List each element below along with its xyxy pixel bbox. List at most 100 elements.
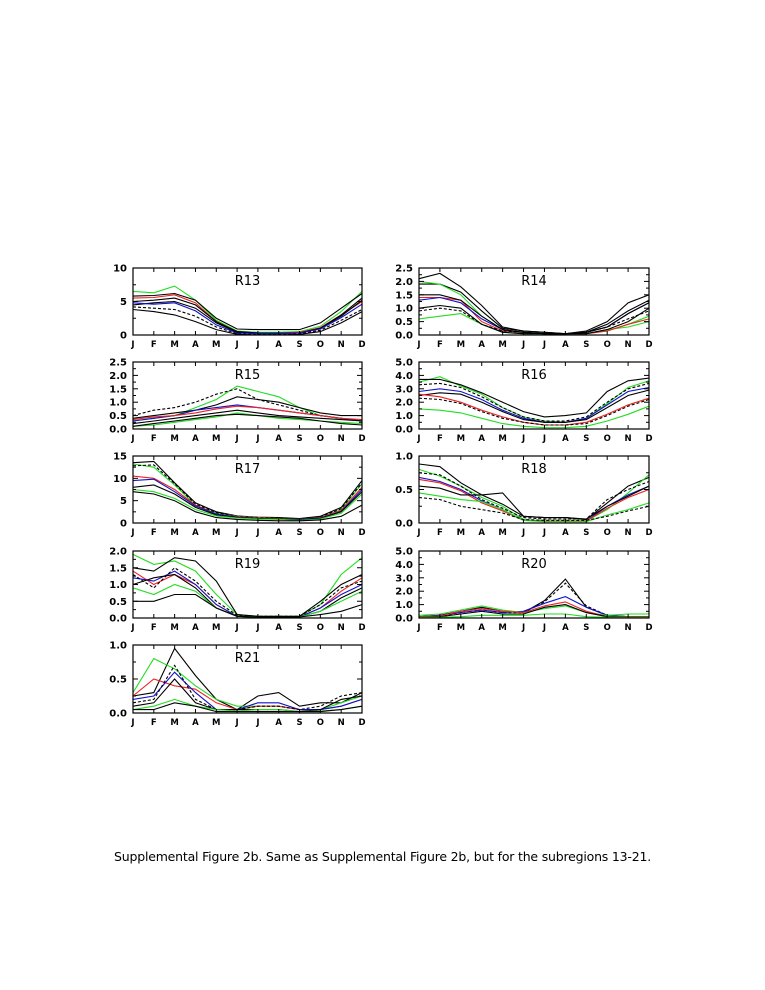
- panel-title: R19: [235, 557, 261, 572]
- y-tick-label: 10: [113, 474, 127, 485]
- x-tick-label: D: [645, 434, 652, 444]
- panel-title: R14: [521, 274, 547, 289]
- x-tick-label: A: [275, 623, 282, 633]
- x-tick-label: N: [625, 340, 632, 350]
- x-tick-label: S: [583, 528, 589, 538]
- y-tick-label: 1.0: [395, 411, 413, 422]
- x-tick-label: N: [625, 434, 632, 444]
- series-line-6: [132, 409, 363, 425]
- x-tick-label: S: [583, 623, 589, 633]
- series-line-7: [418, 492, 650, 523]
- series-line-8: [418, 496, 650, 521]
- x-tick-label: O: [317, 623, 324, 633]
- x-tick-label: J: [255, 623, 259, 633]
- panel-r13: 0 5 10 J F M A M J J A S O N D R13: [113, 264, 365, 351]
- panel-r21: 0.0 0.5 1.0 J F M A M J J A S O N D R21: [109, 641, 365, 729]
- x-tick-label: M: [457, 623, 465, 633]
- x-tick-label: J: [416, 434, 420, 444]
- x-tick-label: D: [358, 718, 365, 728]
- x-tick-label: O: [317, 718, 324, 728]
- x-tick-label: A: [478, 340, 485, 350]
- y-tick-label: 0.5: [109, 411, 127, 422]
- series-line-7: [132, 488, 363, 521]
- x-tick-label: A: [192, 340, 199, 350]
- series-line-5: [132, 567, 363, 617]
- series-line-8: [132, 302, 363, 335]
- x-tick-label: S: [583, 340, 589, 350]
- x-tick-label: J: [130, 623, 134, 633]
- x-tick-label: F: [151, 623, 157, 633]
- x-tick-label: S: [296, 528, 302, 538]
- x-tick-label: A: [192, 718, 199, 728]
- series-line-5: [132, 405, 363, 421]
- x-tick-label: D: [358, 434, 365, 444]
- x-tick-label: A: [275, 434, 282, 444]
- x-tick-label: J: [255, 718, 259, 728]
- x-tick-label: M: [170, 528, 178, 538]
- x-tick-label: M: [170, 434, 178, 444]
- y-tick-label: 1.0: [109, 398, 127, 409]
- y-tick-label: 0.5: [109, 597, 127, 608]
- x-tick-label: F: [151, 434, 157, 444]
- x-tick-label: J: [416, 340, 420, 350]
- y-tick-label: 3.0: [395, 384, 413, 395]
- x-tick-label: F: [437, 434, 443, 444]
- x-tick-label: J: [542, 528, 546, 538]
- panel-title: R18: [521, 462, 547, 477]
- y-tick-label: 2.0: [109, 371, 127, 382]
- y-tick-label: 1.0: [395, 452, 413, 463]
- y-tick-label: 2.0: [109, 547, 127, 558]
- x-tick-label: M: [457, 340, 465, 350]
- y-tick-label: 0: [120, 519, 127, 530]
- y-tick-label: 2.5: [395, 264, 413, 275]
- x-tick-label: M: [498, 528, 506, 538]
- x-tick-label: J: [416, 528, 420, 538]
- series-line-1: [132, 285, 363, 333]
- x-tick-label: S: [296, 340, 302, 350]
- x-tick-label: M: [170, 718, 178, 728]
- x-tick-label: N: [338, 434, 345, 444]
- x-tick-label: O: [317, 434, 324, 444]
- panel-title: R21: [235, 651, 261, 666]
- x-tick-label: A: [192, 528, 199, 538]
- x-tick-label: N: [338, 528, 345, 538]
- series-line-1: [132, 647, 363, 711]
- x-tick-label: J: [255, 434, 259, 444]
- x-tick-label: S: [296, 623, 302, 633]
- x-tick-label: A: [275, 528, 282, 538]
- x-tick-label: O: [317, 528, 324, 538]
- series-line-2: [419, 283, 650, 335]
- y-tick-label: 2.0: [395, 587, 413, 598]
- panel-title: R13: [235, 274, 261, 289]
- x-tick-label: M: [498, 434, 506, 444]
- y-tick-label: 0.0: [395, 425, 413, 436]
- y-tick-label: 0.5: [109, 675, 127, 686]
- series-line-7: [132, 583, 363, 618]
- y-tick-label: 3.0: [395, 573, 413, 584]
- x-tick-label: A: [562, 528, 569, 538]
- series-line-8: [132, 491, 363, 522]
- x-tick-label: J: [130, 528, 134, 538]
- y-tick-label: 4.0: [395, 371, 413, 382]
- x-tick-label: F: [151, 528, 157, 538]
- x-tick-label: D: [645, 528, 652, 538]
- x-tick-label: M: [170, 340, 178, 350]
- y-tick-label: 1.0: [109, 641, 127, 652]
- series-line-7: [419, 613, 649, 618]
- y-tick-label: 5: [120, 496, 127, 507]
- figure-caption: Supplemental Figure 2b. Same as Suppleme…: [114, 849, 651, 864]
- series-line-6: [418, 485, 650, 520]
- x-tick-label: M: [212, 340, 220, 350]
- series-line-3: [418, 382, 650, 422]
- x-tick-label: F: [437, 340, 443, 350]
- x-tick-label: A: [192, 623, 199, 633]
- x-tick-label: M: [212, 528, 220, 538]
- x-tick-label: O: [604, 528, 611, 538]
- x-tick-label: J: [235, 434, 239, 444]
- x-tick-label: J: [235, 340, 239, 350]
- y-tick-label: 4.0: [395, 560, 413, 571]
- series-line-5: [418, 478, 650, 522]
- y-tick-label: 0: [120, 331, 127, 342]
- x-tick-label: F: [151, 340, 157, 350]
- x-tick-label: D: [645, 340, 652, 350]
